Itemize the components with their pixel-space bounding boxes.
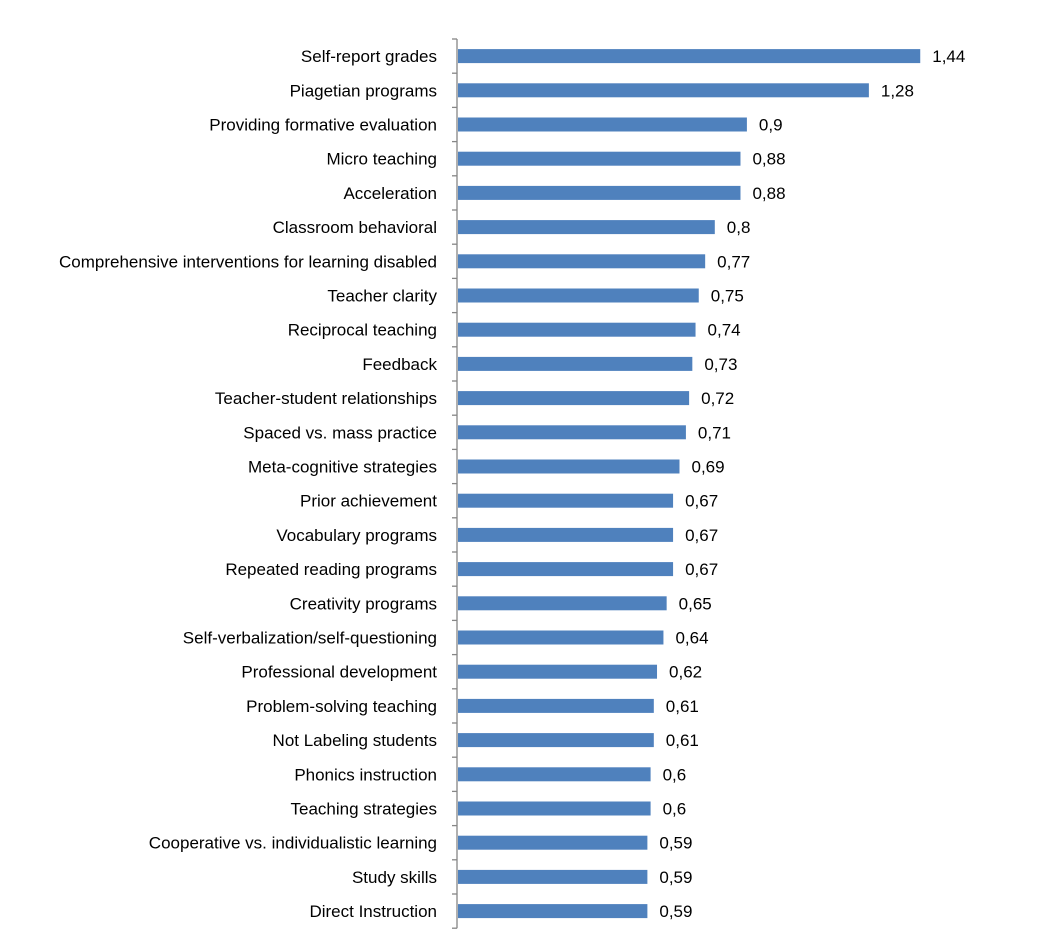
value-label: 0,73 — [704, 355, 737, 374]
category-label: Acceleration — [343, 184, 437, 203]
bar — [458, 664, 658, 679]
category-label: Piagetian programs — [290, 81, 437, 100]
value-label: 0,6 — [663, 800, 687, 819]
category-label: Teacher-student relationships — [215, 389, 437, 408]
category-label: Teacher clarity — [327, 287, 437, 306]
value-label: 0,59 — [659, 868, 692, 887]
value-label: 0,64 — [675, 629, 708, 648]
category-label: Classroom behavioral — [273, 218, 437, 237]
bar — [458, 698, 654, 713]
category-label: Providing formative evaluation — [209, 116, 437, 135]
bar — [458, 391, 690, 406]
bar — [458, 835, 648, 850]
category-label: Creativity programs — [290, 594, 437, 613]
bar — [458, 767, 651, 782]
category-label: Study skills — [352, 868, 437, 887]
bar — [458, 254, 706, 269]
category-label: Teaching strategies — [291, 800, 437, 819]
bar — [458, 904, 648, 919]
value-label: 0,67 — [685, 492, 718, 511]
value-label: 0,61 — [666, 731, 699, 750]
bar — [458, 527, 674, 542]
value-label: 0,72 — [701, 389, 734, 408]
value-label: 0,9 — [759, 116, 783, 135]
value-label: 0,8 — [727, 218, 751, 237]
value-label: 1,28 — [881, 81, 914, 100]
category-label: Reciprocal teaching — [288, 321, 437, 340]
bar — [458, 288, 699, 303]
category-labels: Self-report grades Piagetian programs Prov… — [59, 47, 437, 921]
value-label: 1,44 — [932, 47, 965, 66]
bar — [458, 322, 696, 337]
category-label: Meta-cognitive strategies — [248, 458, 437, 477]
value-label: 0,71 — [698, 423, 731, 442]
category-label: Vocabulary programs — [276, 526, 437, 545]
value-label: 0,61 — [666, 697, 699, 716]
bar — [458, 596, 667, 611]
bar — [458, 425, 686, 440]
value-label: 0,77 — [717, 252, 750, 271]
category-label: Feedback — [362, 355, 437, 374]
category-label: Professional development — [241, 663, 437, 682]
category-label: Phonics instruction — [294, 765, 437, 784]
value-label: 0,59 — [659, 902, 692, 921]
bar — [458, 630, 664, 645]
bar — [458, 801, 651, 816]
bar — [458, 869, 648, 884]
bar-series — [458, 49, 921, 919]
value-label: 0,69 — [691, 458, 724, 477]
bar — [458, 185, 741, 200]
bar — [458, 220, 715, 235]
bar — [458, 49, 921, 64]
category-label: Micro teaching — [326, 150, 437, 169]
bar — [458, 562, 674, 577]
value-label: 0,74 — [708, 321, 741, 340]
category-label: Repeated reading programs — [225, 560, 437, 579]
bar — [458, 493, 674, 508]
value-label: 0,62 — [669, 663, 702, 682]
bar — [458, 459, 680, 474]
category-label: Spaced vs. mass practice — [243, 423, 437, 442]
value-label: 0,6 — [663, 765, 687, 784]
category-label: Problem-solving teaching — [246, 697, 437, 716]
category-label: Prior achievement — [300, 492, 437, 511]
bar — [458, 733, 654, 748]
category-axis-ticks — [452, 38, 457, 929]
value-label: 0,59 — [659, 834, 692, 853]
category-label: Self-verbalization/self-questioning — [183, 629, 437, 648]
bar — [458, 117, 747, 132]
category-label: Cooperative vs. individualistic learning — [149, 834, 437, 853]
value-label: 0,75 — [711, 287, 744, 306]
value-label: 0,65 — [679, 594, 712, 613]
category-label: Direct Instruction — [309, 902, 437, 921]
category-label: Self-report grades — [301, 47, 437, 66]
bar — [458, 83, 869, 98]
value-label: 0,88 — [752, 184, 785, 203]
bar — [458, 151, 741, 166]
bar — [458, 356, 693, 371]
value-label: 0,88 — [752, 150, 785, 169]
value-label: 0,67 — [685, 560, 718, 579]
value-labels: 1,441,280,90,880,880,80,770,750,740,730,… — [659, 47, 965, 921]
category-label: Comprehensive interventions for learning… — [59, 252, 437, 271]
value-label: 0,67 — [685, 526, 718, 545]
category-label: Not Labeling students — [273, 731, 437, 750]
